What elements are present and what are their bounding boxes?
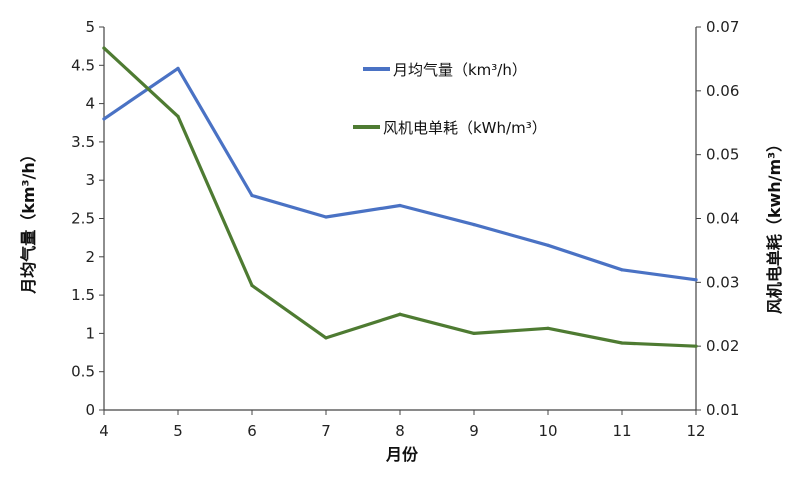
legend-label-energy: 风机电单耗（kWh/m³） [383,119,547,137]
x-axis-ticks: 4 5 6 7 8 9 10 11 12 [99,410,706,440]
x-tick-label: 5 [173,422,183,440]
data-point-airflow [546,243,550,247]
left-tick-label: 2.5 [71,210,95,228]
left-tick-label: 5 [85,18,95,36]
left-tick-label: 3 [85,171,95,189]
data-point-airflow [250,193,254,198]
right-tick-label: 0.03 [706,273,739,291]
left-axis-title: 月均气量（km³/h） [19,146,38,295]
data-point-energy [694,344,698,348]
right-tick-label: 0.04 [706,210,739,228]
data-point-airflow [620,268,624,272]
right-axis-title: 风机电单耗（kwh/m³） [765,136,784,314]
data-point-energy [546,326,550,330]
data-point-airflow [398,203,402,208]
series-line-airflow [102,66,698,282]
x-tick-label: 8 [395,422,405,440]
data-point-energy [176,114,180,118]
left-axis-ticks: 0 0.5 1 1.5 2 2.5 3 3.5 4 4.5 5 [71,18,104,419]
x-tick-label: 6 [247,422,257,440]
right-tick-label: 0.07 [706,18,739,36]
x-axis-title: 月份 [385,445,419,464]
data-point-airflow [472,223,476,227]
legend: 月均气量（km³/h） 风机电单耗（kWh/m³） [353,61,547,137]
data-point-airflow [694,278,698,282]
data-point-airflow [176,66,180,70]
series-group [102,46,698,348]
axes [103,27,697,411]
x-tick-label: 10 [538,422,557,440]
right-tick-label: 0.02 [706,337,739,355]
data-point-airflow [102,117,106,121]
left-tick-label: 1.5 [71,286,95,304]
right-axis-ticks: 0.01 0.02 0.03 0.04 0.05 0.06 0.07 [696,18,739,419]
left-tick-label: 4 [85,95,95,113]
right-tick-label: 0.05 [706,146,739,164]
left-tick-label: 0.5 [71,363,95,381]
x-tick-label: 7 [321,422,331,440]
data-point-energy [102,46,106,50]
x-tick-label: 9 [469,422,479,440]
data-point-energy [472,331,476,335]
data-point-airflow [324,215,328,219]
data-point-energy [398,312,402,316]
left-tick-label: 1 [85,324,95,342]
left-tick-label: 4.5 [71,56,95,74]
data-point-energy [324,336,328,340]
left-tick-label: 2 [85,248,95,266]
data-point-energy [620,341,624,345]
right-tick-label: 0.01 [706,401,739,419]
left-tick-label: 3.5 [71,133,95,151]
left-tick-label: 0 [85,401,95,419]
legend-label-airflow: 月均气量（km³/h） [393,61,527,79]
x-tick-label: 11 [612,422,631,440]
right-tick-label: 0.06 [706,82,739,100]
data-point-energy [250,283,254,288]
x-tick-label: 4 [99,422,109,440]
x-tick-label: 12 [686,422,705,440]
